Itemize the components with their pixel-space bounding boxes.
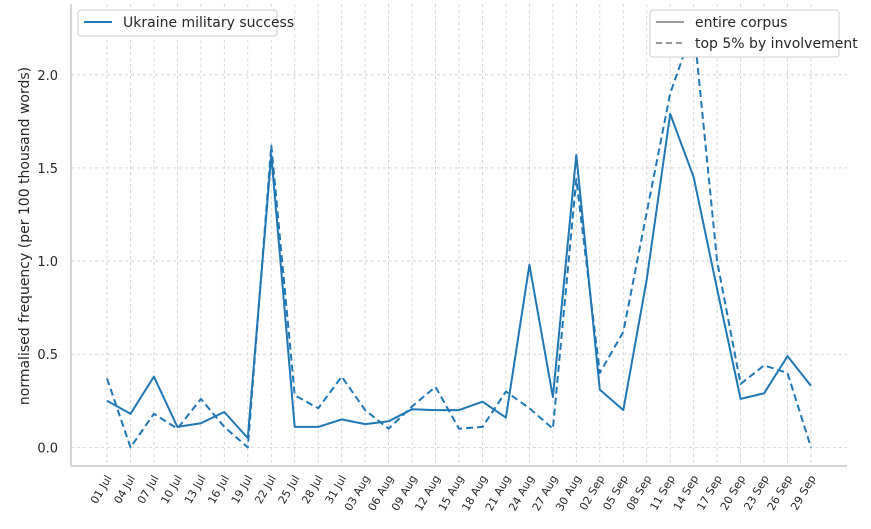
series-line-corpus — [106, 112, 812, 440]
legend-subset-entry-label: entire corpus — [695, 15, 787, 31]
legend-subset-box — [649, 9, 840, 58]
x-tick-label: 25 Jul — [276, 473, 303, 506]
y-tick-label: 0.0 — [37, 441, 58, 456]
x-tick-label: 13 Jul — [182, 473, 209, 506]
y-tick-label: 1.0 — [37, 255, 58, 270]
x-tick-label: 22 Jul — [252, 473, 279, 506]
x-tick-label: 01 Jul — [88, 473, 115, 506]
legend-subset: entire corpus top 5% by involvement — [649, 9, 858, 58]
y-ticks: 0.0 0.5 1.0 1.5 2.0 — [37, 69, 58, 457]
legend-series: Ukraine military success — [77, 9, 294, 37]
x-tick-label: 28 Jul — [299, 473, 326, 506]
x-tick-label: 04 Jul — [111, 473, 138, 506]
y-tick-label: 0.5 — [37, 348, 58, 363]
x-tick-label: 19 Jul — [229, 473, 256, 506]
legend-series-entry-label: Ukraine military success — [123, 15, 294, 31]
legend-subset-entry-label: top 5% by involvement — [695, 36, 858, 52]
y-tick-label: 2.0 — [37, 69, 58, 84]
axes — [70, 4, 847, 467]
grid — [71, 4, 847, 466]
legend-series-box — [77, 9, 278, 37]
y-tick-label: 1.5 — [37, 162, 58, 177]
x-tick-label: 07 Jul — [135, 473, 162, 506]
x-tick-label: 16 Jul — [205, 473, 232, 506]
x-tick-label: 10 Jul — [158, 473, 185, 506]
y-axis-label: normalised frequency (per 100 thousand w… — [17, 67, 33, 405]
